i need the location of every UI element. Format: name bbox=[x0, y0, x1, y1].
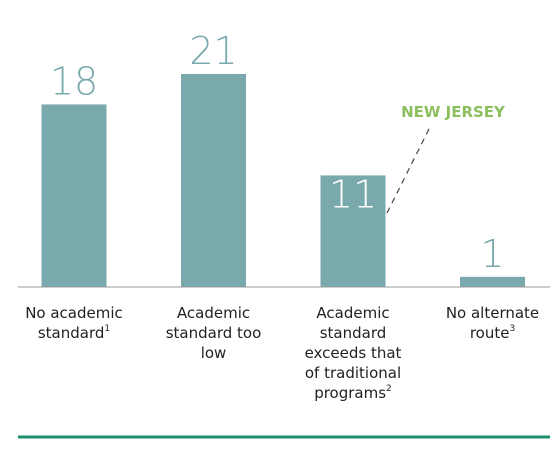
value-label: 11 bbox=[329, 172, 377, 216]
category-text: Academic standard too low bbox=[165, 304, 262, 362]
annotation: NEW JERSEY bbox=[401, 103, 506, 121]
bar bbox=[320, 175, 386, 287]
annotation-leader bbox=[386, 124, 432, 214]
value-label: 18 bbox=[50, 59, 98, 103]
category-text: No alternate route bbox=[445, 304, 540, 342]
category-label: Academic standard exceeds that of tradit… bbox=[295, 303, 411, 403]
footnote-mark: 1 bbox=[104, 324, 111, 334]
category-text: Academic standard exceeds that of tradit… bbox=[304, 304, 402, 402]
category-text: No academic standard bbox=[25, 304, 123, 342]
footnote-mark: 2 bbox=[386, 384, 392, 394]
category-label: Academic standard too low bbox=[156, 303, 272, 363]
bar bbox=[181, 74, 246, 287]
footnote-mark: 3 bbox=[509, 324, 516, 334]
value-label: 21 bbox=[189, 29, 237, 73]
bar bbox=[460, 276, 525, 287]
bar bbox=[41, 104, 107, 287]
category-label: No alternate route3 bbox=[435, 303, 551, 343]
category-label: No academic standard1 bbox=[16, 303, 132, 343]
value-label: 1 bbox=[480, 232, 504, 276]
